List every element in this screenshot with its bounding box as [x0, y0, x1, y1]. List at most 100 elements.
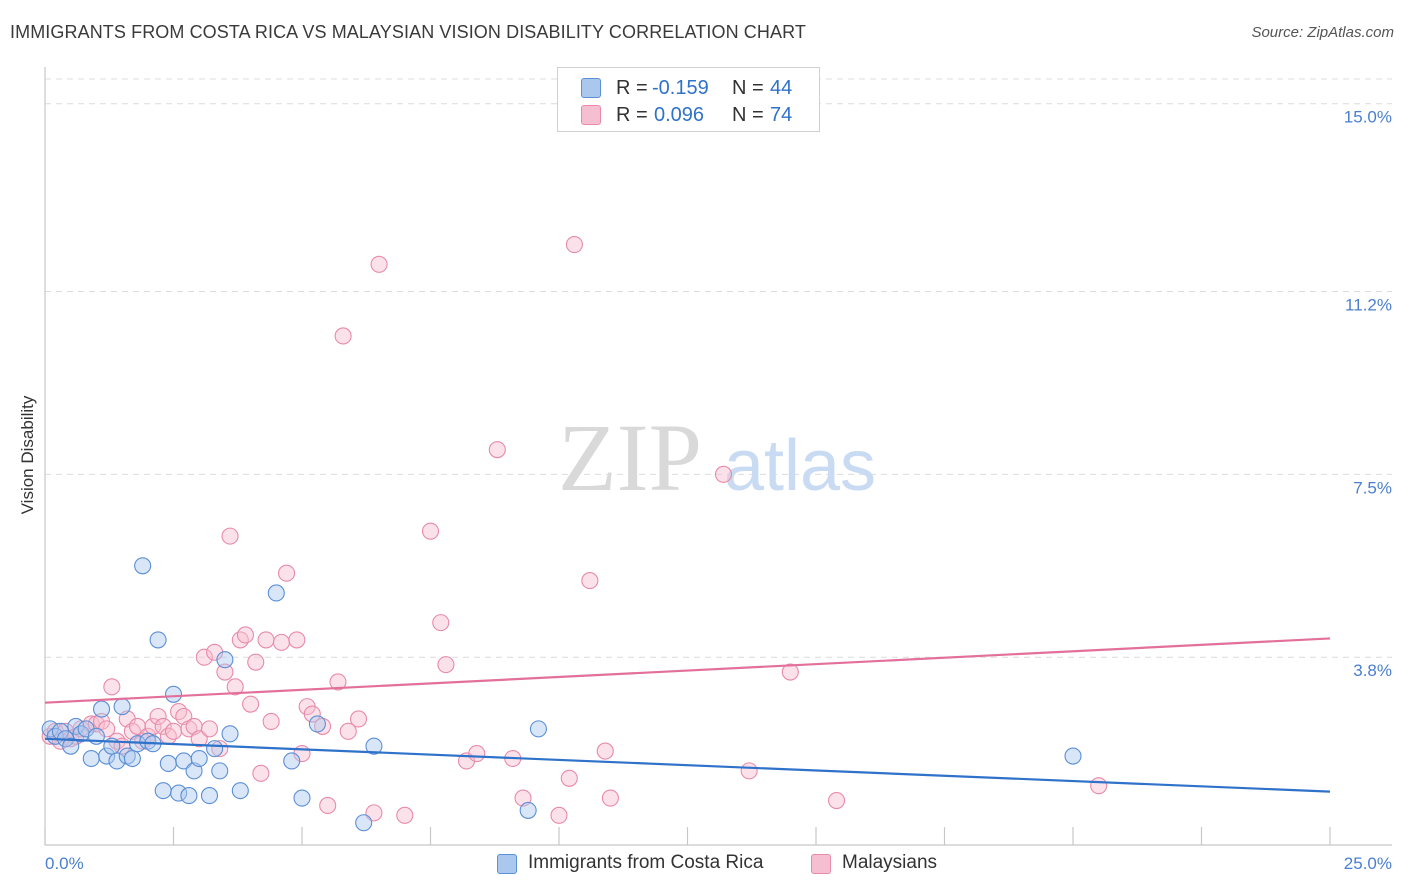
data-point [170, 703, 188, 721]
legend-swatch-pink [581, 105, 601, 125]
data-point [221, 725, 239, 743]
data-point [226, 678, 244, 696]
data-point [62, 737, 80, 755]
data-point [421, 522, 440, 540]
bottom-legend-swatch-blue [497, 854, 517, 874]
bottom-legend-swatch-pink [811, 854, 831, 874]
data-point [206, 740, 224, 758]
bottom-legend-label: Malaysians [842, 852, 938, 873]
data-point [103, 678, 121, 696]
data-point [560, 769, 578, 787]
data-point [529, 720, 547, 738]
data-point [283, 752, 301, 770]
legend-swatch-blue [581, 78, 601, 98]
data-point [154, 717, 172, 735]
gridlines [45, 78, 1392, 658]
data-point [257, 631, 275, 649]
data-point [190, 730, 208, 748]
data-point [231, 631, 249, 649]
data-point [113, 698, 131, 716]
data-point [200, 720, 219, 738]
x-tick-label: 0.0% [45, 854, 84, 873]
legend-n-value: 74 [770, 103, 793, 126]
chart-title: IMMIGRANTS FROM COSTA RICA VS MALAYSIAN … [10, 22, 806, 42]
data-point [714, 465, 733, 483]
data-point [329, 673, 347, 691]
axes [44, 67, 1392, 846]
legend-r-value: -0.159 [652, 76, 709, 99]
correlation-legend: R = -0.159 N = 44 R = 0.096 N = 74 [557, 67, 820, 132]
trend-line-pink [44, 637, 1331, 704]
data-point [288, 631, 306, 649]
data-point [432, 614, 450, 632]
data-point [195, 648, 213, 666]
data-point [221, 527, 239, 545]
legend-r-value: 0.096 [654, 103, 705, 126]
data-point [349, 710, 368, 728]
series-malaysians-points [41, 236, 1108, 824]
data-point [180, 787, 198, 805]
x-tick-label: 25.0% [1344, 854, 1392, 873]
data-point [149, 707, 167, 726]
y-tick-label: 7.5% [1353, 478, 1392, 497]
data-point [98, 747, 116, 765]
data-point [334, 327, 352, 345]
data-point [159, 754, 177, 773]
watermark-atlas: atlas [724, 426, 876, 506]
y-tick-label: 15.0% [1344, 108, 1392, 127]
data-point [190, 749, 208, 768]
data-point [247, 653, 265, 671]
trend-lines [44, 637, 1331, 793]
data-point [200, 787, 219, 805]
data-point [134, 557, 152, 575]
data-point [365, 804, 383, 822]
data-point [355, 814, 373, 832]
data-point [488, 441, 506, 459]
data-point [216, 663, 234, 681]
legend-n-label: N = [732, 76, 764, 99]
data-point [370, 255, 388, 273]
data-point [303, 705, 321, 723]
data-point [319, 796, 337, 815]
data-point [293, 789, 311, 807]
watermark: ZIP atlas [558, 404, 876, 511]
data-point [308, 715, 326, 733]
data-point [154, 782, 172, 800]
data-point [365, 737, 383, 755]
data-point [550, 806, 568, 824]
data-point [339, 722, 357, 740]
data-point [242, 695, 260, 713]
data-point [262, 712, 280, 731]
data-point [123, 749, 141, 768]
legend-r-label: R = [616, 103, 648, 126]
data-point [601, 789, 619, 807]
data-point [596, 742, 614, 760]
legend-n-label: N = [732, 103, 764, 126]
data-point [1090, 777, 1108, 795]
data-point [170, 784, 188, 802]
data-point [581, 572, 599, 590]
bottom-legend-label: Immigrants from Costa Rica [528, 852, 764, 873]
data-point [740, 762, 758, 780]
data-point [781, 663, 799, 681]
trend-line-blue [44, 737, 1331, 793]
data-point [437, 656, 455, 674]
legend-n-value: 44 [770, 76, 793, 99]
data-point [231, 782, 249, 800]
data-point [267, 584, 285, 602]
data-point [396, 806, 414, 824]
data-point [216, 651, 234, 669]
data-point [565, 236, 583, 254]
data-point [149, 631, 167, 649]
data-point [828, 791, 846, 810]
data-point [252, 764, 270, 782]
data-point [164, 685, 183, 703]
source-label: Source: ZipAtlas.com [1251, 24, 1394, 41]
legend-r-label: R = [616, 76, 648, 99]
y-tick-label: 3.8% [1353, 661, 1392, 680]
data-point [519, 801, 537, 819]
tick-labels: 3.8% 7.5% 11.2% 15.0% 0.0% 25.0% [45, 108, 1392, 873]
data-point [278, 564, 296, 582]
data-point [468, 745, 486, 763]
